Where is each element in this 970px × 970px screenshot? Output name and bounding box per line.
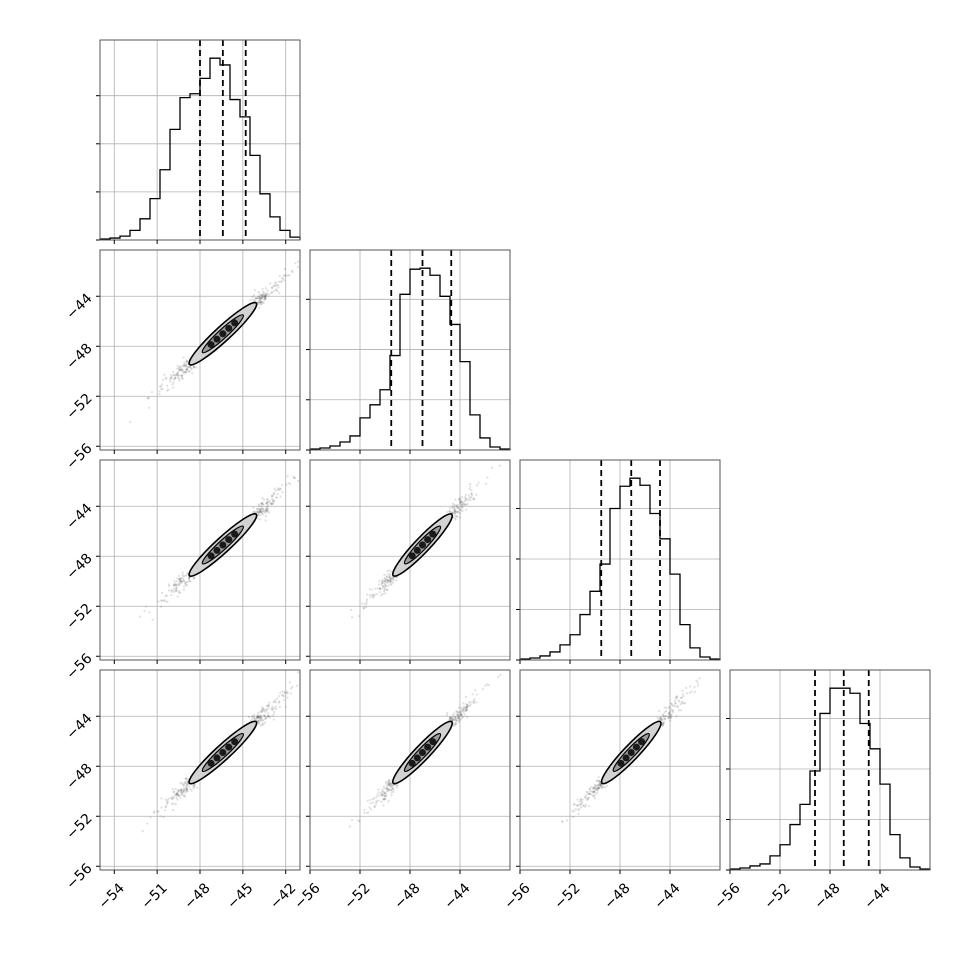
histogram-step-3 — [729, 687, 931, 870]
density-knot — [419, 541, 426, 549]
density-knot — [207, 552, 215, 560]
x-tick-label: −56 — [711, 880, 743, 912]
scatter-points — [349, 464, 501, 619]
density-knot — [617, 759, 625, 767]
scatter-panel-1-0: −56 −52 −48 −44 — [63, 249, 301, 473]
density-knot — [419, 749, 426, 756]
density-knot — [225, 536, 233, 544]
y-tick-label: −44 — [63, 501, 95, 533]
x-tick-label: −48 — [601, 880, 633, 912]
x-tick-label: −48 — [181, 880, 213, 912]
hist-panel-1 — [306, 249, 511, 454]
x-tick-label: −42 — [267, 880, 299, 912]
density-knot — [219, 749, 227, 756]
histogram-step-1 — [309, 267, 511, 450]
x-tick-label: −45 — [224, 880, 256, 912]
x-tick-label: −48 — [391, 880, 423, 912]
y-tick-label: −48 — [63, 341, 95, 373]
density-knot — [424, 743, 432, 751]
density-knot — [213, 546, 221, 554]
density-knot — [219, 330, 227, 338]
hist-panel-3: −56 −52 −48 −44 — [711, 669, 931, 913]
x-tick-label: −56 — [291, 880, 323, 912]
scatter-panel-3-0: −56 −52 −48 −44 −54 −51 −48 −45 −42 — [63, 669, 301, 913]
hist-panel-2 — [516, 459, 721, 664]
x-tick-label: −52 — [341, 880, 373, 912]
y-tick-label: −44 — [63, 291, 95, 323]
density-knot — [622, 754, 630, 762]
density-knot — [632, 743, 640, 751]
y-tick-label: −56 — [63, 441, 95, 473]
density-knot — [225, 743, 233, 751]
y-tick-label: −52 — [63, 601, 95, 633]
density-knot — [424, 536, 432, 544]
density-knot — [413, 546, 421, 554]
density-knot — [413, 754, 421, 762]
hist-panel-0 — [96, 39, 301, 244]
x-tick-label: −48 — [811, 880, 843, 912]
scatter-panel-2-0: −56 −52 −48 −44 — [63, 459, 301, 683]
scatter-panel-3-2: −56 −52 −48 −44 — [501, 669, 721, 913]
density-knot — [213, 754, 221, 762]
y-tick-label: −56 — [63, 861, 95, 893]
density-knot — [225, 324, 233, 332]
scatter-panel-2-1 — [306, 459, 511, 664]
density-knot — [408, 552, 416, 560]
density-knot — [213, 335, 221, 343]
x-tick-label: −56 — [501, 880, 533, 912]
x-tick-label: −44 — [651, 880, 683, 912]
x-tick-label: −44 — [441, 880, 473, 912]
y-tick-label: −48 — [63, 761, 95, 793]
density-knot — [207, 341, 215, 349]
density-knot — [231, 319, 239, 327]
y-tick-label: −48 — [63, 551, 95, 583]
y-tick-label: −44 — [63, 711, 95, 743]
y-tick-label: −56 — [63, 651, 95, 683]
density-knot — [429, 738, 437, 746]
density-knot — [638, 738, 646, 746]
histogram-step-0 — [99, 57, 301, 240]
scatter-panel-3-1: −56 −52 −48 −44 — [291, 669, 511, 913]
x-tick-label: −52 — [761, 880, 793, 912]
density-knot — [627, 749, 635, 756]
density-knot — [231, 738, 239, 746]
y-tick-label: −52 — [63, 391, 95, 423]
density-knot — [408, 759, 416, 767]
density-knot — [231, 530, 239, 538]
density-knot — [219, 541, 227, 549]
x-tick-label: −51 — [139, 880, 171, 912]
x-tick-label: −54 — [96, 880, 128, 912]
x-tick-label: −52 — [551, 880, 583, 912]
x-tick-label: −44 — [861, 880, 893, 912]
histogram-step-2 — [519, 477, 721, 660]
scatter-points — [129, 260, 300, 424]
y-tick-label: −52 — [63, 811, 95, 843]
density-knot — [207, 759, 215, 767]
density-knot — [429, 530, 437, 538]
